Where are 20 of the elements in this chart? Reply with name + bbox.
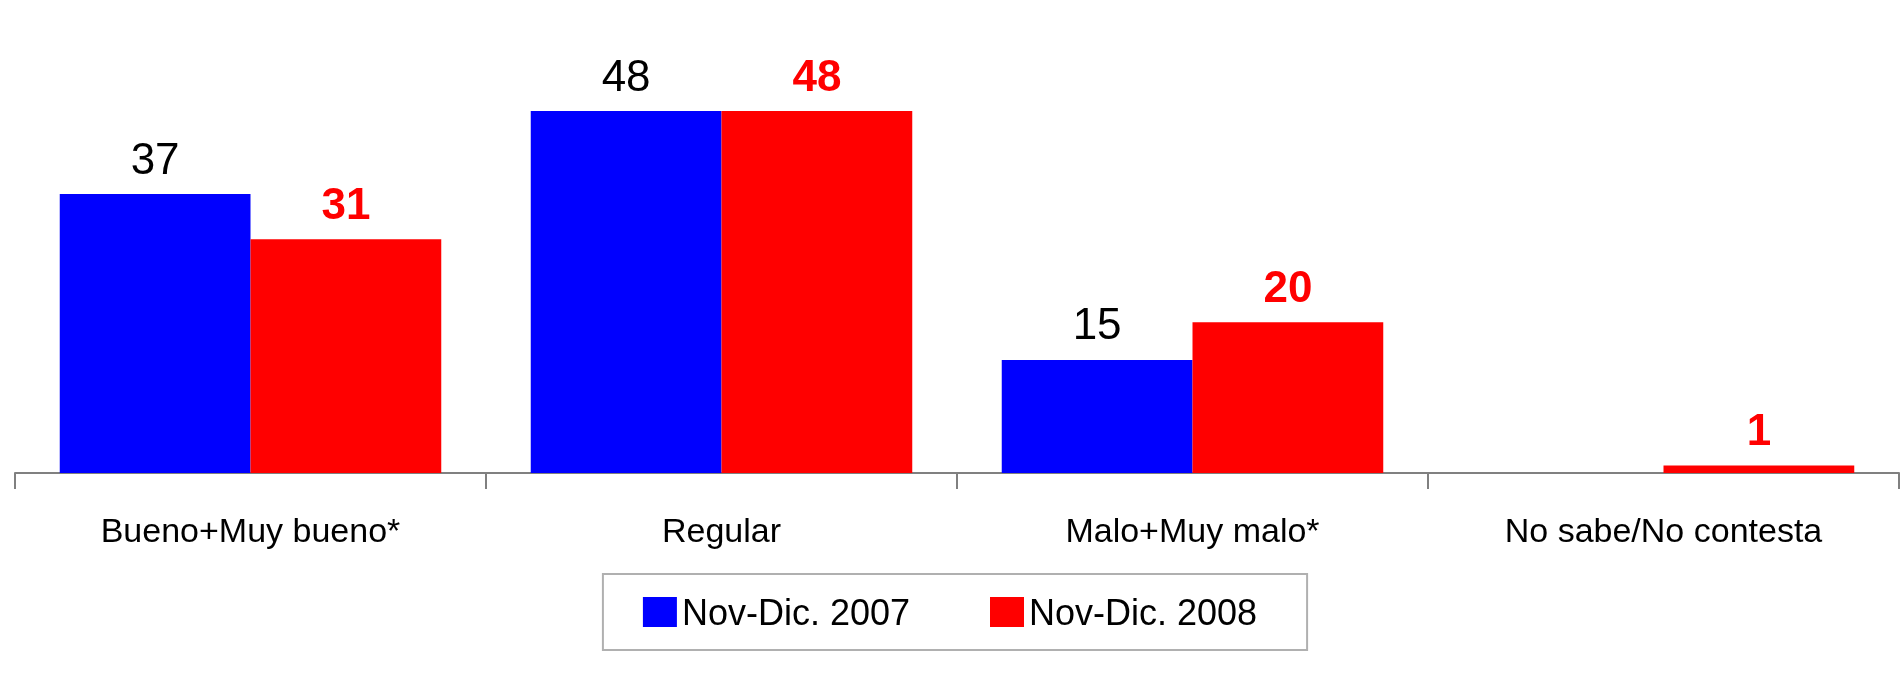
- bar: [1001, 359, 1193, 473]
- data-label: 15: [1072, 299, 1122, 349]
- bar: [250, 239, 442, 473]
- bar: [721, 111, 913, 473]
- x-tick-label: Bueno+Muy bueno*: [100, 511, 401, 549]
- bar: [59, 194, 251, 473]
- data-label: 48: [601, 50, 651, 100]
- data-label: 37: [130, 133, 180, 183]
- data-label: 31: [321, 178, 371, 228]
- legend-label: Nov-Dic. 2008: [1029, 591, 1258, 633]
- data-label: 1: [1746, 404, 1772, 454]
- x-tick-label: Malo+Muy malo*: [1065, 511, 1320, 549]
- x-tick-label: Regular: [661, 511, 782, 549]
- bar: [1192, 322, 1384, 473]
- data-label: 20: [1263, 261, 1313, 311]
- legend-label: Nov-Dic. 2007: [681, 591, 910, 633]
- bar: [1663, 465, 1855, 473]
- bar: [530, 111, 722, 473]
- data-label: 48: [792, 50, 842, 100]
- x-tick-label: No sabe/No contesta: [1504, 511, 1823, 549]
